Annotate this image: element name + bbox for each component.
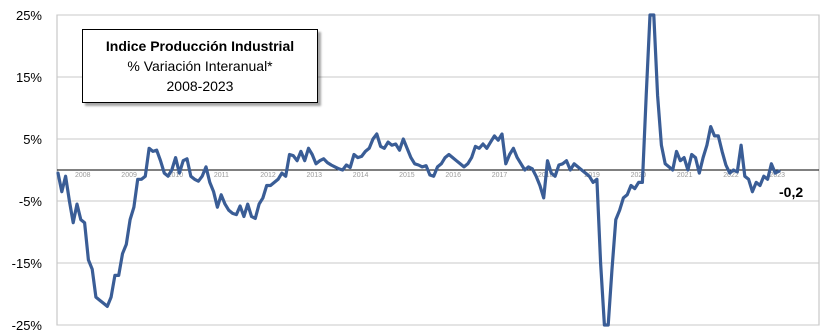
x-tick-label: 2015 [399,172,415,179]
x-tick-label: 2023 [770,172,786,179]
x-tick-label: 2017 [492,172,508,179]
x-tick-label: 2012 [260,172,276,179]
x-tick-label: 2019 [584,172,600,179]
last-value-label: -0,2 [779,184,804,200]
chart-title: Indice Producción Industrial [105,38,295,54]
x-tick-label: 2013 [307,172,323,179]
x-tick-label: 2022 [723,172,739,179]
x-tick-label: 2014 [353,172,369,179]
x-tick-label: 2016 [445,172,461,179]
x-tick-label: 2009 [121,172,137,179]
x-tick-label: 2021 [677,172,693,179]
chart-title-box: Indice Producción Industrial % Variación… [82,29,318,103]
x-tick-label: 2011 [214,172,229,179]
y-axis-ticks: 25% 15% 5% -5% -15% -25% [12,8,43,331]
y-tick-label: -25% [12,318,43,331]
chart-subtitle: % Variación Interanual* [127,58,273,74]
y-tick-label: -15% [12,256,43,271]
y-tick-label: -5% [19,194,43,209]
x-tick-label: 2020 [631,172,647,179]
y-tick-label: 5% [23,132,42,147]
chart-period: 2008-2023 [166,78,234,94]
x-tick-label: 2010 [168,172,184,179]
series-line [56,13,781,327]
y-tick-label: 15% [16,70,42,85]
x-tick-label: 2008 [75,172,91,179]
y-tick-label: 25% [16,8,42,23]
